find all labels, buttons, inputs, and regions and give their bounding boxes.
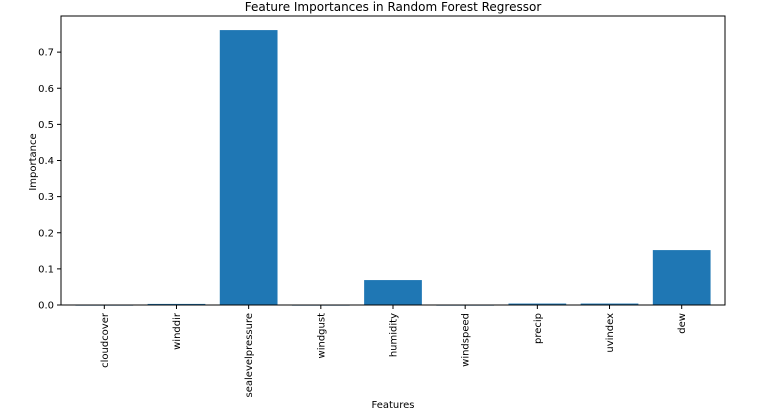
y-tick-label: 0.3 xyxy=(38,192,54,203)
x-tick-label-humidity: humidity xyxy=(389,313,400,357)
x-axis: cloudcover winddir sealevelpressure windgus… xyxy=(100,305,688,397)
y-tick-label: 0.2 xyxy=(38,228,54,239)
y-tick-label: 0.1 xyxy=(38,264,54,275)
y-tick-label: 0.0 xyxy=(38,301,54,312)
bar-winddir xyxy=(147,303,206,305)
x-axis-title: Features xyxy=(372,400,415,411)
chart-title: Feature Importances in Random Forest Reg… xyxy=(245,0,542,14)
x-tick-label-cloudcover: cloudcover xyxy=(100,312,111,368)
plot-frame xyxy=(60,15,726,306)
x-tick-label-precip: precip xyxy=(533,313,544,344)
x-tick-label-sealevelpressure: sealevelpressure xyxy=(244,313,255,397)
y-tick-label: 0.5 xyxy=(38,120,54,131)
y-tick-label: 0.4 xyxy=(38,156,54,167)
bars-group xyxy=(75,30,711,306)
x-tick-label-dew: dew xyxy=(677,313,688,334)
y-tick-label: 0.6 xyxy=(38,84,54,95)
x-tick-label-winddir: winddir xyxy=(172,312,183,350)
bar-humidity xyxy=(364,280,422,305)
bar-uvindex xyxy=(580,303,639,305)
x-tick-label-windgust: windgust xyxy=(316,313,327,359)
bar-dew xyxy=(652,250,711,305)
bar-sealevelpressure xyxy=(219,30,278,306)
x-tick-label-uvindex: uvindex xyxy=(605,313,616,353)
y-axis: 0.0 0.1 0.2 0.3 0.4 0.5 0.6 0.7 xyxy=(38,48,61,312)
y-tick-label: 0.7 xyxy=(38,48,54,59)
y-axis-title: Importance xyxy=(28,133,39,190)
bar-precip xyxy=(508,303,567,305)
x-tick-label-windspeed: windspeed xyxy=(461,313,472,367)
